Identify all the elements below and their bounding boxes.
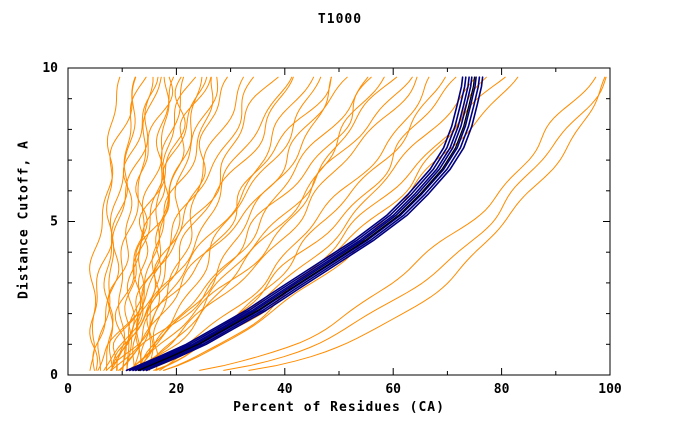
ensemble-curve [111, 76, 212, 371]
ensemble-curve [145, 76, 430, 371]
ensemble-curve [128, 76, 332, 371]
ensemble-curve [114, 76, 174, 371]
x-tick-label: 0 [64, 382, 72, 397]
ensemble-curve [140, 76, 203, 371]
ensemble-curve [107, 76, 159, 371]
x-tick-label: 60 [385, 382, 401, 397]
ensemble-curve [105, 76, 315, 371]
ensemble-curve [112, 76, 186, 371]
ensemble-curve [127, 76, 413, 371]
cluster-curve [129, 76, 467, 372]
cluster-curve [135, 76, 473, 372]
ensemble-curve [119, 76, 332, 371]
ensemble-curve [110, 76, 348, 371]
ensemble-curve [159, 76, 446, 371]
ensemble-curve [122, 76, 196, 371]
ensemble-curve [163, 76, 506, 371]
y-tick-label: 5 [50, 215, 58, 230]
ensemble-curve [92, 76, 154, 371]
ensemble-curve [146, 76, 219, 371]
y-tick-label: 0 [50, 368, 58, 383]
ensemble-curve [118, 76, 372, 371]
ensemble-curve [116, 76, 162, 371]
y-axis-label: Distance Cutoff, A [16, 140, 32, 299]
ensemble-curve [132, 76, 385, 371]
ensemble-curve [139, 76, 322, 371]
ensemble-curve [139, 76, 228, 371]
cluster-curve [145, 76, 484, 372]
ensemble-curve [132, 76, 174, 371]
x-axis-label: Percent of Residues (CA) [233, 400, 445, 415]
ensemble-curve [89, 76, 136, 371]
ensemble-curve [139, 76, 398, 371]
ensemble-curve [199, 76, 597, 371]
ensemble-curve [133, 76, 369, 371]
cluster-curve [132, 76, 470, 372]
x-tick-label: 100 [598, 382, 622, 397]
chart-title: T1000 [317, 12, 363, 27]
ensemble-curve [132, 76, 208, 371]
ensemble-curve [97, 76, 254, 371]
ensemble-curve [103, 76, 279, 371]
y-tick-label: 10 [42, 61, 58, 76]
reference-curve [137, 76, 476, 372]
ensemble-curve [248, 76, 606, 371]
cluster-curve [139, 76, 477, 372]
ensemble-curve [103, 76, 147, 371]
x-tick-label: 80 [494, 382, 510, 397]
ensemble-curve [132, 76, 418, 371]
x-tick-label: 40 [277, 382, 293, 397]
ensemble-curve [223, 76, 607, 371]
cluster-curve [142, 76, 481, 372]
ensemble-curve [111, 76, 294, 371]
ensemble-curve [152, 76, 244, 371]
x-tick-label: 20 [169, 382, 185, 397]
ensemble-curve [126, 76, 214, 371]
cluster-curve [125, 76, 464, 372]
ensemble-curve [89, 76, 121, 371]
